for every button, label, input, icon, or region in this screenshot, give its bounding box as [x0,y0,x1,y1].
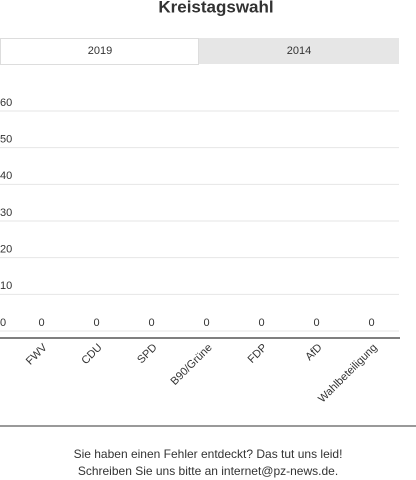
tab[interactable]: 2014 [287,45,311,57]
footer-text: Schreiben Sie uns bitte an internet@pz-n… [78,464,338,478]
x-tick-label: FWV [24,341,50,367]
tab[interactable]: 2019 [88,45,112,57]
x-tick-label: SPD [135,342,160,367]
y-tick-label: 50 [0,134,12,146]
x-tick-label: Wahlbeteiligung [316,342,380,406]
footer-text: Sie haben einen Fehler entdeckt? Das tut… [74,447,343,461]
value-label: 0 [313,317,319,329]
y-tick-label: 10 [0,280,12,292]
x-tick-label: CDU [79,342,104,367]
x-tick-label: AfD [303,342,324,363]
value-label: 0 [93,317,99,329]
y-tick-label: 0 [0,317,6,329]
x-tick-label: B90/Grüne [169,342,215,388]
x-tick-label: FDP [246,342,270,366]
value-label: 0 [258,317,264,329]
y-tick-label: 60 [0,97,12,109]
value-label: 0 [203,317,209,329]
y-tick-label: 40 [0,170,12,182]
value-label: 0 [148,317,154,329]
tab-background-active[interactable] [0,38,199,65]
chart-title: Kreistagswahl [158,0,273,16]
value-label: 0 [38,317,44,329]
y-tick-label: 30 [0,207,12,219]
value-label: 0 [368,317,374,329]
y-tick-label: 20 [0,244,12,256]
tab-background[interactable] [198,38,399,64]
